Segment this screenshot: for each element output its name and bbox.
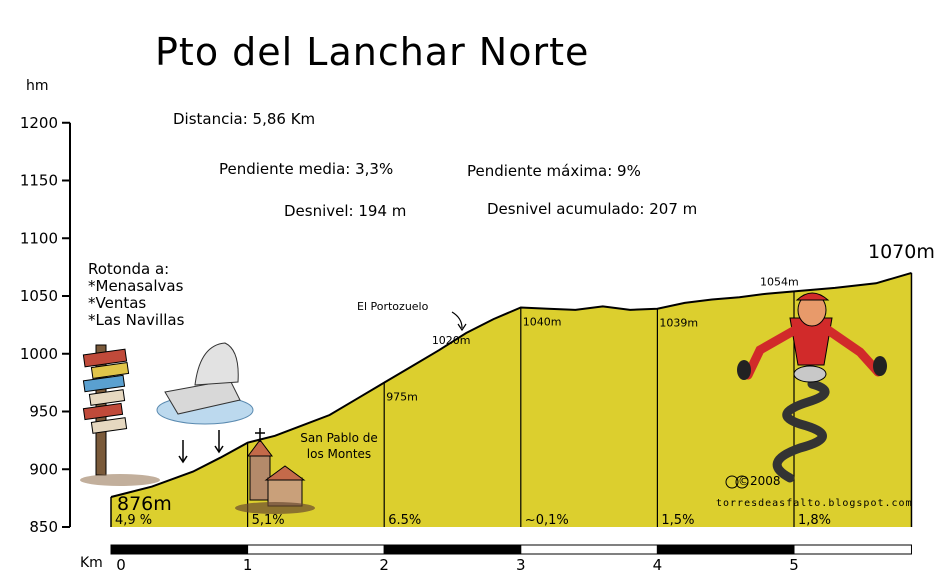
copyright-mark: ©2008 bbox=[738, 474, 781, 488]
segment-grade-label: 6.5% bbox=[388, 513, 421, 528]
church-shadow-illustration bbox=[235, 502, 315, 514]
waypoint-elevation-label: 1054m bbox=[760, 275, 799, 288]
cumulative-gain-stat: Desnivel acumulado: 207 m bbox=[487, 200, 698, 218]
y-tick-label: 1050 bbox=[20, 287, 58, 305]
road-sign-illustration bbox=[90, 361, 130, 380]
x-tick-label: 5 bbox=[789, 556, 799, 574]
waypoint-elevation-label: 975m bbox=[386, 391, 418, 404]
cyclist-helmet-illustration bbox=[795, 292, 830, 301]
pass-arrow bbox=[451, 311, 463, 329]
y-axis-unit: hm bbox=[26, 78, 49, 94]
x-tick-label: 1 bbox=[243, 556, 253, 574]
cyclist-shoe-illustration bbox=[873, 356, 887, 376]
road-sign-illustration bbox=[90, 417, 128, 434]
x-tick-label: 0 bbox=[116, 556, 126, 574]
segment-grade-label: 4,9 % bbox=[115, 513, 152, 528]
website-watermark: torresdeasfalto.blogspot.com bbox=[716, 498, 913, 509]
y-tick-label: 850 bbox=[29, 518, 58, 536]
cyclist-wheel-illustration bbox=[793, 365, 827, 383]
y-tick-label: 950 bbox=[29, 403, 58, 421]
segment-grade-label: 1,8% bbox=[798, 513, 831, 528]
average-grade-stat: Pendiente media: 3,3% bbox=[219, 160, 394, 178]
church-tower-illustration bbox=[249, 454, 271, 501]
roundabout-destination: *Las Navillas bbox=[88, 311, 185, 329]
waypoint-elevation-label: 1020m bbox=[432, 334, 471, 347]
waypoint-elevation-label: 1039m bbox=[659, 317, 698, 330]
elevation-gain-stat: Desnivel: 194 m bbox=[284, 202, 407, 220]
x-tick-label: 3 bbox=[516, 556, 526, 574]
y-tick-label: 1100 bbox=[20, 229, 58, 247]
signpost-shadow-illustration bbox=[80, 474, 160, 486]
roundabout-destination: *Menasalvas bbox=[88, 277, 184, 295]
church-nave-roof-illustration bbox=[264, 465, 306, 481]
fountain-stone-illustration bbox=[194, 342, 239, 386]
roundabout-note: Rotonda a: *Menasalvas *Ventas *Las Navi… bbox=[88, 261, 184, 329]
y-tick-label: 1150 bbox=[20, 172, 58, 190]
km-scale-segment bbox=[793, 544, 912, 555]
chart-title: Pto del Lanchar Norte bbox=[155, 30, 590, 74]
x-tick-label: 2 bbox=[379, 556, 389, 574]
road-sign-illustration bbox=[82, 374, 126, 393]
road-sign-illustration bbox=[88, 389, 126, 406]
km-scale-segment bbox=[656, 544, 795, 555]
km-scale-segment bbox=[247, 544, 385, 555]
spiral-road-illustration bbox=[772, 379, 830, 483]
roundabout-destination: *Ventas bbox=[88, 294, 147, 312]
cyclist-shoe-illustration bbox=[737, 360, 751, 380]
km-scale-segment bbox=[383, 544, 522, 555]
cyclist-arm-illustration bbox=[743, 325, 800, 380]
km-scale-segment bbox=[520, 544, 658, 555]
segment-grade-label: 5,1% bbox=[252, 513, 285, 528]
roundabout-heading: Rotonda a: bbox=[88, 260, 170, 278]
y-tick-label: 1200 bbox=[20, 114, 58, 132]
church-nave-illustration bbox=[267, 477, 303, 507]
y-tick-label: 1000 bbox=[20, 345, 58, 363]
waypoint-elevation-label: 1040m bbox=[523, 316, 562, 329]
profile-line bbox=[110, 271, 912, 498]
km-scale-segment bbox=[110, 544, 249, 555]
road-sign-illustration bbox=[82, 348, 128, 368]
max-grade-stat: Pendiente máxima: 9% bbox=[467, 162, 641, 180]
fountain-arrow-head bbox=[178, 455, 188, 464]
segment-grade-label: ~0,1% bbox=[525, 513, 569, 528]
segment-grade-label: 1,5% bbox=[661, 513, 694, 528]
x-axis-unit: Km bbox=[80, 555, 103, 571]
copyright-circle-icon bbox=[735, 475, 749, 489]
start-elevation-label: 876m bbox=[117, 493, 172, 515]
cyclist-arm-illustration bbox=[823, 325, 883, 377]
pass-label: El Portozuelo bbox=[357, 300, 429, 313]
profile-area bbox=[111, 272, 912, 527]
x-tick-label: 4 bbox=[653, 556, 663, 574]
copyright-circle-icon bbox=[725, 475, 739, 489]
y-tick-label: 900 bbox=[29, 460, 58, 478]
end-elevation-label: 1070m bbox=[868, 241, 935, 263]
distance-stat: Distancia: 5,86 Km bbox=[173, 110, 316, 128]
pass-arrow-head bbox=[457, 323, 467, 332]
road-sign-illustration bbox=[82, 402, 124, 421]
town-label: San Pablo de los Montes bbox=[300, 431, 378, 461]
church-roof-illustration bbox=[247, 439, 273, 457]
fountain-arrow-head bbox=[214, 445, 224, 454]
